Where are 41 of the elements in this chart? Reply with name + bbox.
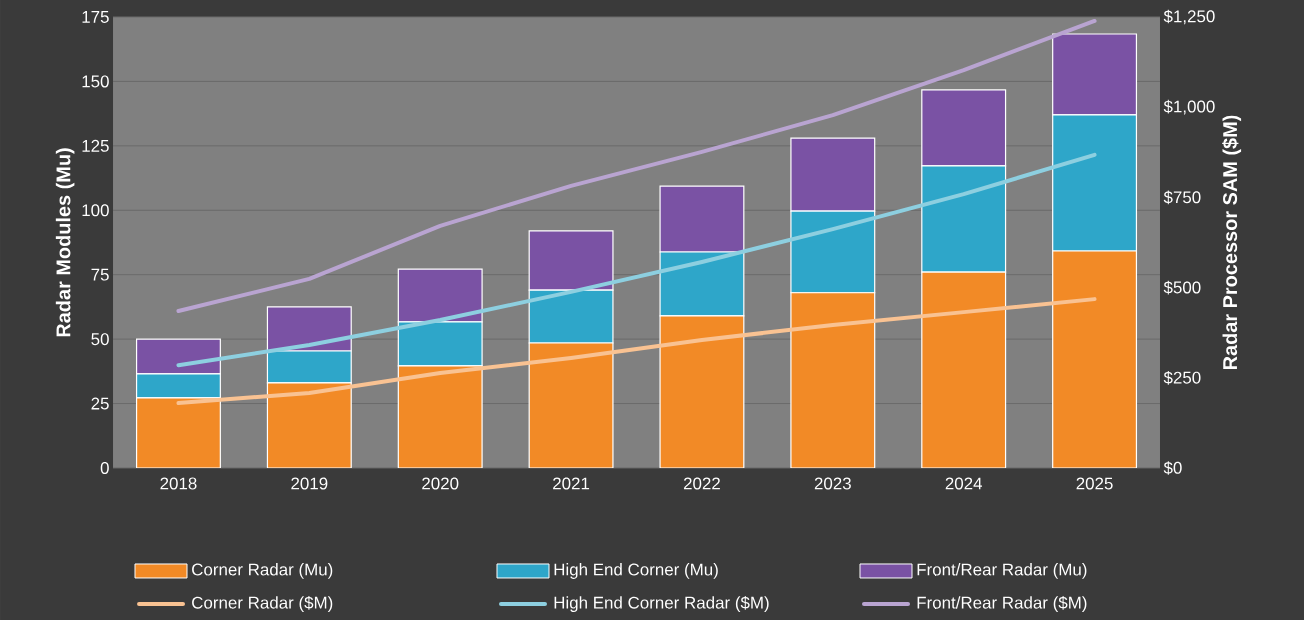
x-tick-label: 2024 (945, 477, 983, 490)
bar (135, 397, 221, 468)
y2-tick-label: $0 (1163, 461, 1182, 475)
x-tick-label: 2025 (1076, 477, 1113, 490)
y-axis-title: Radar Modules (Mu) (55, 148, 75, 337)
legend-label: High End Corner Radar ($M) (554, 595, 769, 613)
x-tick-label: 2021 (553, 477, 590, 490)
x-tick-label: 2018 (160, 477, 197, 490)
y-tick-label: 25 (91, 397, 109, 410)
legend-label: Front/Rear Radar ($M) (917, 595, 1087, 612)
y2-tick-label: $500 (1163, 280, 1201, 295)
legend-label: Corner Radar (Mu) (192, 563, 333, 579)
bar (1052, 250, 1138, 468)
bar (790, 292, 875, 468)
legend-label: Corner Radar ($M) (192, 595, 333, 612)
bar (528, 342, 614, 468)
x-tick-label: 2019 (291, 477, 328, 490)
y-tick-label: 175 (82, 11, 109, 23)
line-series (176, 152, 1097, 368)
x-tick-label: 2020 (422, 477, 459, 490)
line-series (176, 18, 1097, 314)
legend-label: High End Corner (Mu) (554, 563, 718, 579)
bar (921, 271, 1007, 468)
line-series (176, 297, 1097, 406)
bar (266, 382, 352, 468)
y-tick-label: 0 (100, 461, 109, 474)
y2-tick-label: $750 (1163, 190, 1201, 205)
y2-axis-title: Radar Processor SAM ($M) (1222, 115, 1242, 370)
x-tick-label: 2022 (683, 477, 720, 490)
bar (659, 315, 745, 468)
x-tick-label: 2023 (814, 477, 851, 490)
bar (397, 365, 483, 468)
y2-tick-label: $1,250 (1163, 9, 1215, 25)
y-tick-label: 50 (91, 333, 109, 346)
y2-tick-label: $1,000 (1163, 99, 1215, 115)
y-tick-label: 75 (91, 268, 109, 281)
y-tick-label: 125 (82, 139, 109, 152)
y2-tick-label: $250 (1163, 370, 1201, 385)
y-tick-label: 100 (82, 204, 109, 217)
legend-label: Front/Rear Radar (Mu) (917, 563, 1087, 579)
y-tick-label: 150 (82, 75, 109, 88)
